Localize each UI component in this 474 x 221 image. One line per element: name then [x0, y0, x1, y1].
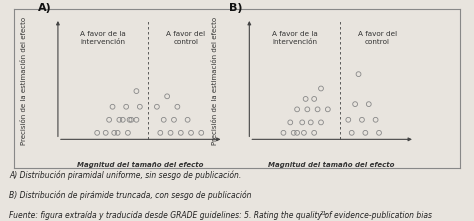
Point	[351, 102, 359, 106]
Point	[317, 121, 325, 124]
Point	[153, 105, 161, 109]
Point	[128, 118, 135, 122]
Point	[164, 95, 171, 98]
Point	[314, 108, 321, 111]
Point	[156, 131, 164, 135]
Point	[126, 118, 133, 122]
Point	[124, 131, 132, 135]
Text: A) Distribución piramidal uniforme, sin sesgo de publicación.: A) Distribución piramidal uniforme, sin …	[9, 170, 242, 180]
Point	[358, 118, 366, 122]
Point	[102, 131, 109, 135]
Point	[136, 105, 144, 109]
Text: A favor del
control: A favor del control	[166, 31, 205, 45]
Point	[198, 131, 205, 135]
Point	[119, 118, 127, 122]
Text: Magnitud del tamaño del efecto: Magnitud del tamaño del efecto	[268, 162, 394, 168]
Text: A): A)	[37, 3, 51, 13]
Point	[348, 131, 356, 135]
Point	[355, 72, 362, 76]
Point	[133, 89, 140, 93]
Point	[286, 121, 294, 124]
Point	[109, 105, 116, 109]
Point	[93, 131, 101, 135]
Point	[105, 118, 113, 122]
Point	[173, 105, 181, 109]
Text: Magnitud del tamaño del efecto: Magnitud del tamaño del efecto	[77, 162, 203, 168]
Point	[187, 131, 195, 135]
Point	[310, 97, 318, 101]
Point	[122, 105, 130, 109]
Text: Fuente: figura extraída y traducida desde GRADE guidelines: 5. Rating the qualit: Fuente: figura extraída y traducida desd…	[9, 211, 432, 220]
Text: B) Distribución de pirámide truncada, con sesgo de publicación: B) Distribución de pirámide truncada, co…	[9, 191, 252, 200]
Text: A favor del
control: A favor del control	[358, 31, 397, 45]
Point	[375, 131, 383, 135]
Point	[307, 121, 315, 124]
Point	[317, 87, 325, 90]
Point	[160, 118, 167, 122]
Point	[293, 108, 301, 111]
Text: 21.: 21.	[320, 211, 329, 216]
Point	[365, 102, 373, 106]
Point	[167, 131, 174, 135]
Point	[170, 118, 178, 122]
Text: B): B)	[229, 3, 242, 13]
Point	[290, 131, 298, 135]
Point	[299, 121, 306, 124]
Point	[302, 97, 310, 101]
Point	[372, 118, 379, 122]
Text: A favor de la
intervención: A favor de la intervención	[80, 31, 126, 45]
Point	[133, 118, 140, 122]
Point	[300, 131, 308, 135]
Point	[303, 108, 311, 111]
Point	[110, 131, 118, 135]
Point	[177, 131, 184, 135]
Text: A favor de la
intervención: A favor de la intervención	[272, 31, 318, 45]
Text: Precisión de la estimación del efecto: Precisión de la estimación del efecto	[212, 17, 218, 145]
Point	[324, 108, 332, 111]
Point	[310, 131, 318, 135]
Point	[116, 118, 123, 122]
Point	[280, 131, 287, 135]
Text: Precisión de la estimación del efecto: Precisión de la estimación del efecto	[21, 17, 27, 145]
Point	[184, 118, 191, 122]
Point	[362, 131, 369, 135]
Point	[293, 131, 301, 135]
Point	[345, 118, 352, 122]
Point	[114, 131, 121, 135]
